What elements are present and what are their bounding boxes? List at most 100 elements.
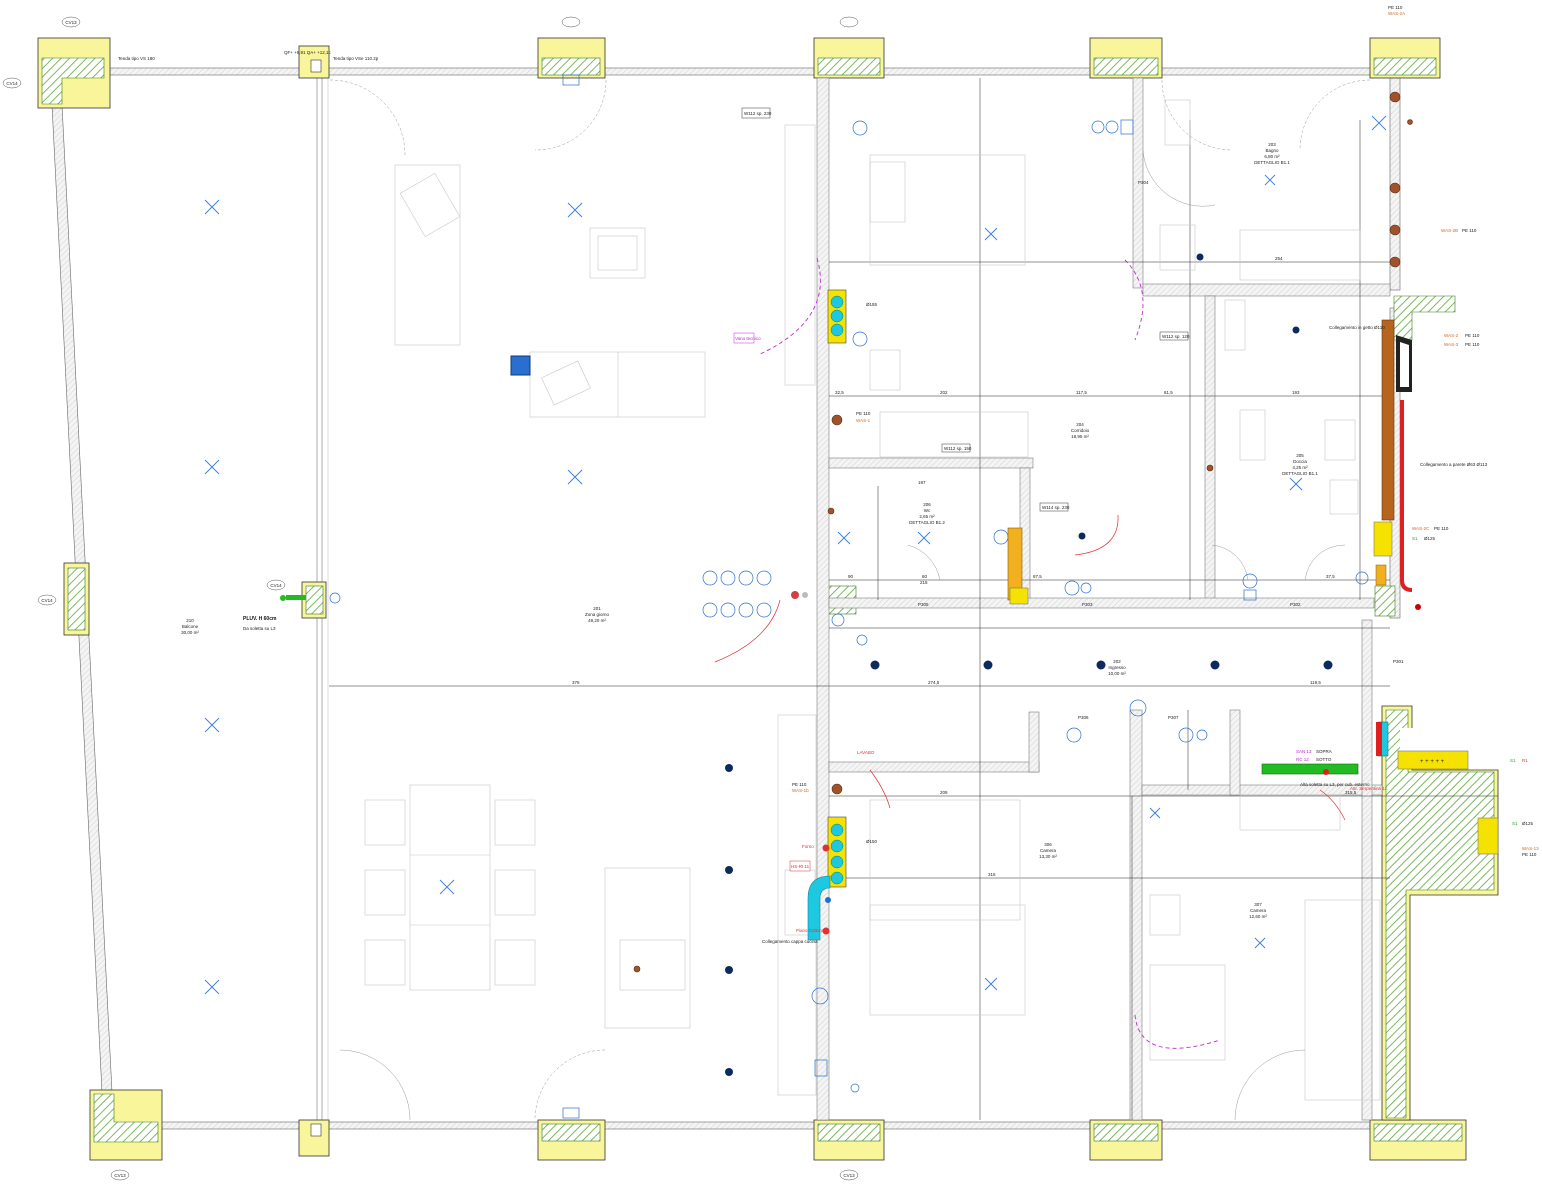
room-labels: 201 Zona giorno 49,20 m² 202 Ingresso 10… — [181, 142, 1318, 919]
svg-text:P302: P302 — [1290, 602, 1301, 607]
svg-text:SOTTO: SOTTO — [1316, 757, 1332, 762]
room-201: 201 Zona giorno 49,20 m² — [585, 606, 610, 623]
svg-text:Collegamento cappa cucina: Collegamento cappa cucina — [762, 939, 818, 944]
svg-text:206: 206 — [923, 502, 931, 507]
svg-text:13,30 m²: 13,30 m² — [1039, 854, 1057, 859]
svg-text:S1: S1 — [1412, 536, 1418, 541]
svg-text:10,00 m²: 10,00 m² — [1108, 671, 1126, 676]
column-bottom-4 — [813, 1119, 885, 1161]
svg-text:+ + + + +: + + + + + — [1420, 759, 1445, 765]
column-top-left — [37, 37, 111, 109]
svg-text:R1: R1 — [1522, 758, 1528, 763]
x-markers — [204, 115, 1387, 995]
svg-text:Da soletta su L3: Da soletta su L3 — [243, 626, 276, 631]
svg-text:315: 315 — [988, 872, 996, 877]
room-205: 205 Doccia 4,25 m² DETTAGLIO B1.1 — [1282, 453, 1318, 476]
svg-text:117,5: 117,5 — [1076, 390, 1087, 395]
svg-text:WAS-2A: WAS-2A — [1388, 11, 1405, 16]
column-bottom-5 — [1089, 1119, 1163, 1161]
svg-text:6,80 m²: 6,80 m² — [1264, 154, 1280, 159]
svg-text:18,95 m²: 18,95 m² — [1071, 434, 1089, 439]
svg-text:193: 193 — [1292, 390, 1300, 395]
svg-text:S1: S1 — [1510, 758, 1516, 763]
svg-text:306: 306 — [1044, 842, 1052, 847]
riser-kitchen — [827, 816, 847, 888]
svg-text:90: 90 — [848, 574, 854, 579]
dimension-values: 202 117,5 81,5 193 376 274,5 119,5 315 2… — [572, 256, 1357, 877]
svg-text:Camera: Camera — [1250, 908, 1267, 913]
svg-text:12,60 m²: 12,60 m² — [1249, 914, 1267, 919]
svg-text:209: 209 — [940, 790, 948, 795]
svg-text:PE 110: PE 110 — [856, 411, 871, 416]
axis-bubbles: CV13 CV14 CV14 CV14 CV13 CV13 — [2, 16, 859, 1181]
svg-text:Bagno: Bagno — [1265, 148, 1279, 153]
svg-text:WAS-2B: WAS-2B — [1441, 228, 1458, 233]
cyan-duct — [807, 875, 831, 941]
room-306: 306 Camera 13,30 m² — [1039, 842, 1057, 859]
svg-text:PE 110: PE 110 — [1434, 526, 1449, 531]
floor-drains — [725, 253, 1333, 1076]
svg-text:210: 210 — [186, 618, 194, 623]
yellow-duct-right: + + + + + — [1397, 750, 1499, 855]
svg-text:204: 204 — [1076, 422, 1084, 427]
svg-text:P306: P306 — [1078, 715, 1089, 720]
svg-text:Forno: Forno — [802, 844, 814, 849]
svg-text:205: 205 — [1296, 453, 1304, 458]
svg-text:CV14: CV14 — [41, 598, 53, 603]
svg-text:Alta soletta su L3, per cub. e: Alta soletta su L3, per cub. esterno — [1300, 782, 1370, 787]
svg-text:215: 215 — [920, 580, 928, 585]
svg-text:P303: P303 — [1082, 602, 1093, 607]
svg-text:CV14: CV14 — [6, 81, 18, 86]
svg-text:Ø125: Ø125 — [1424, 536, 1436, 541]
svg-text:CV13: CV13 — [843, 1173, 855, 1178]
svg-text:315,5: 315,5 — [1345, 790, 1357, 795]
svg-text:254: 254 — [1275, 256, 1283, 261]
svg-text:SOPRA: SOPRA — [1316, 749, 1332, 754]
room-204: 204 Corridoio 18,95 m² — [1071, 422, 1090, 439]
svg-text:Ø125: Ø125 — [1522, 821, 1534, 826]
svg-text:S1: S1 — [1512, 821, 1518, 826]
svg-text:WAS-1b: WAS-1b — [792, 788, 809, 793]
svg-text:Piano Cottura: Piano Cottura — [796, 928, 824, 933]
svg-text:PE 110: PE 110 — [1388, 5, 1403, 10]
svg-text:PE 110: PE 110 — [1465, 333, 1480, 338]
svg-text:W114 sp. 230: W114 sp. 230 — [1042, 505, 1070, 510]
svg-text:60: 60 — [922, 574, 928, 579]
column-right-lower — [1381, 705, 1499, 1121]
svg-text:87,5: 87,5 — [1033, 574, 1042, 579]
svg-text:CV13: CV13 — [65, 20, 77, 25]
svg-text:PE 110: PE 110 — [1522, 852, 1537, 857]
svg-text:197: 197 — [918, 480, 926, 485]
column-top-3 — [537, 37, 606, 79]
svg-text:W112 sp. 120: W112 sp. 120 — [1162, 334, 1190, 339]
svg-text:DETTAGLIO B1.2: DETTAGLIO B1.2 — [909, 520, 945, 525]
svg-text:Zona giorno: Zona giorno — [585, 612, 610, 617]
column-top-4 — [813, 37, 885, 79]
svg-text:PE 110: PE 110 — [792, 782, 807, 787]
svg-text:Tenda tipo VSe 110.2p: Tenda tipo VSe 110.2p — [333, 56, 379, 61]
svg-text:202: 202 — [1113, 659, 1121, 664]
room-210: 210 Balcone 30,00 m² — [181, 618, 199, 635]
svg-text:Balcone: Balcone — [182, 624, 199, 629]
svg-text:Tenda tipo VS 180: Tenda tipo VS 180 — [118, 56, 155, 61]
svg-text:Camera: Camera — [1040, 848, 1057, 853]
red-routes — [714, 514, 1346, 821]
column-top-2 — [298, 45, 330, 79]
svg-text:LAVABO: LAVABO — [857, 750, 875, 755]
svg-text:203: 203 — [1268, 142, 1276, 147]
svg-text:WAS-2C: WAS-2C — [1412, 526, 1430, 531]
svg-text:119,5: 119,5 — [1310, 680, 1321, 685]
svg-text:Ingresso: Ingresso — [1108, 665, 1126, 670]
svg-text:Collegamento a parete Ø63 Ø113: Collegamento a parete Ø63 Ø113 — [1420, 462, 1488, 467]
magenta-routes — [757, 257, 1221, 1049]
svg-text:PE 110: PE 110 — [1465, 342, 1480, 347]
svg-text:Ø150: Ø150 — [866, 839, 878, 844]
svg-text:P304: P304 — [1138, 180, 1149, 185]
svg-text:49,20 m²: 49,20 m² — [588, 618, 606, 623]
svg-text:W112 sp. 150: W112 sp. 150 — [944, 446, 972, 451]
balcony-inlet — [280, 595, 306, 601]
column-top-5 — [1089, 37, 1163, 79]
svg-text:WAS-2: WAS-2 — [1444, 333, 1459, 338]
axis-cv13-top: CV13 — [61, 16, 81, 28]
